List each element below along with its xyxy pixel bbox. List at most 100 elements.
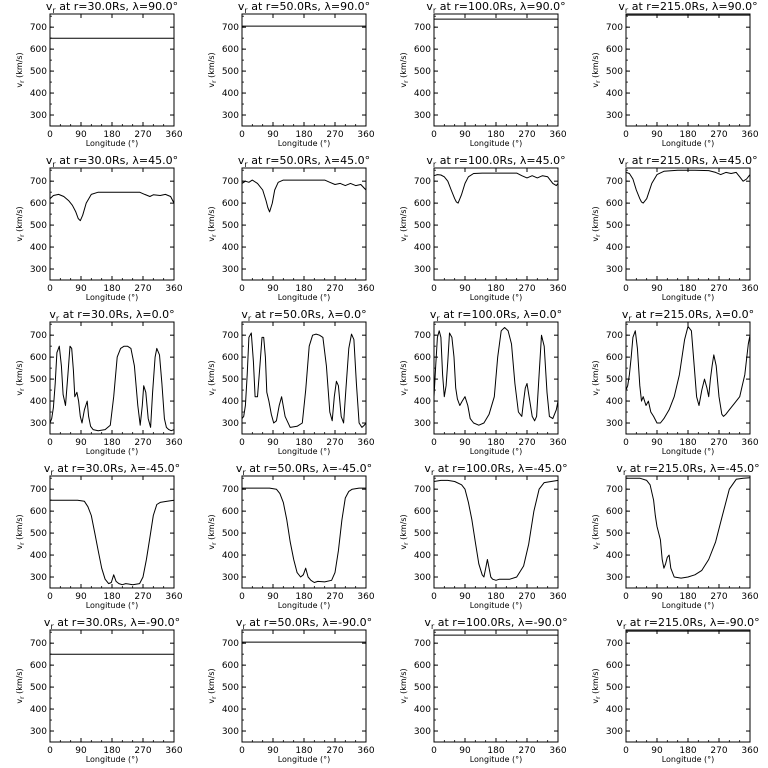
y-tick-label: 700	[414, 177, 431, 187]
x-tick-label: 360	[357, 746, 374, 756]
x-tick-label: 90	[267, 130, 279, 140]
y-tick-label: 600	[414, 45, 431, 55]
panel-r3-c3: vr at r=215.0Rs, λ=-45.0° 0 90 180 270 360 300…	[591, 462, 760, 610]
x-tick-label: 0	[47, 130, 53, 140]
x-tick-label: 90	[459, 746, 471, 756]
panel-r3-c0: vr at r=30.0Rs, λ=-45.0° 0 90 180 270 360 300 4…	[15, 462, 183, 610]
y-tick-label: 500	[414, 221, 431, 231]
x-tick-label: 180	[295, 592, 312, 602]
y-tick-label: 400	[606, 551, 623, 561]
plot-frame	[625, 321, 751, 435]
panel-r4-c3: vr at r=215.0Rs, λ=-90.0° 0 90 180 270 360 300…	[591, 616, 760, 764]
x-tick-label: 0	[623, 438, 629, 448]
x-tick-label: 270	[518, 746, 535, 756]
y-tick-label: 300	[414, 419, 431, 429]
y-axis-label: vr (km/s)	[399, 668, 410, 703]
y-tick-label: 300	[30, 265, 47, 275]
y-tick-label: 300	[414, 573, 431, 583]
y-tick-label: 600	[30, 507, 47, 517]
y-tick-label: 600	[606, 45, 623, 55]
panel-title: vr at r=215.0Rs, λ=-90.0°	[616, 616, 759, 631]
x-tick-label: 0	[623, 746, 629, 756]
y-tick-label: 700	[606, 331, 623, 341]
y-tick-label: 600	[606, 507, 623, 517]
plot-frame	[625, 629, 751, 743]
y-tick-label: 500	[222, 529, 239, 539]
panel-title: vr at r=50.0Rs, λ=0.0°	[241, 308, 366, 323]
x-axis-label: Longitude (°)	[278, 139, 331, 148]
plot-frame	[433, 167, 559, 281]
y-tick-label: 600	[30, 353, 47, 363]
panel-title: vr at r=50.0Rs, λ=-45.0°	[236, 462, 372, 477]
panel-r1-c3: vr at r=215.0Rs, λ=45.0° 0 90 180 270 360 300 4…	[591, 154, 759, 302]
x-axis-label: Longitude (°)	[86, 755, 139, 764]
y-tick-label: 300	[222, 111, 239, 121]
x-tick-label: 360	[741, 130, 758, 140]
x-tick-label: 90	[459, 592, 471, 602]
x-tick-label: 270	[326, 438, 343, 448]
x-axis-label: Longitude (°)	[86, 447, 139, 456]
panel-title: vr at r=215.0Rs, λ=45.0°	[618, 154, 757, 169]
panel-r2-c3: vr at r=215.0Rs, λ=0.0° 0 90 180 270 360 300 40…	[591, 308, 759, 456]
series-line	[433, 172, 559, 204]
y-tick-label: 700	[30, 639, 47, 649]
y-tick-label: 500	[30, 221, 47, 231]
panel-r1-c1: vr at r=50.0Rs, λ=45.0° 0 90 180 270 360 300 40…	[207, 154, 375, 302]
panel-title: vr at r=100.0Rs, λ=-45.0°	[424, 462, 567, 477]
y-axis-label: vr (km/s)	[591, 668, 602, 703]
y-axis-label: vr (km/s)	[591, 514, 602, 549]
x-axis-label: Longitude (°)	[470, 139, 523, 148]
x-tick-label: 90	[75, 438, 87, 448]
x-tick-label: 180	[295, 284, 312, 294]
y-tick-label: 400	[606, 243, 623, 253]
y-tick-label: 600	[30, 45, 47, 55]
y-tick-label: 300	[30, 727, 47, 737]
plot-frame	[49, 475, 175, 589]
series-line	[50, 499, 175, 586]
panel-title: vr at r=215.0Rs, λ=90.0°	[618, 0, 757, 15]
series-line	[625, 169, 751, 204]
x-tick-label: 270	[134, 284, 151, 294]
panel-title: vr at r=30.0Rs, λ=0.0°	[49, 308, 174, 323]
y-tick-label: 700	[222, 639, 239, 649]
y-tick-label: 500	[414, 529, 431, 539]
y-axis-label: vr (km/s)	[15, 52, 26, 87]
y-tick-label: 300	[414, 727, 431, 737]
panel-r2-c0: vr at r=30.0Rs, λ=0.0° 0 90 180 270 360 300 400…	[15, 308, 183, 456]
y-tick-label: 600	[606, 353, 623, 363]
plot-frame	[49, 629, 175, 743]
x-tick-label: 180	[103, 130, 120, 140]
x-tick-label: 270	[134, 130, 151, 140]
x-tick-label: 0	[47, 438, 53, 448]
x-tick-label: 0	[623, 130, 629, 140]
x-tick-label: 360	[549, 130, 566, 140]
y-tick-label: 400	[606, 705, 623, 715]
x-tick-label: 90	[651, 592, 663, 602]
x-tick-label: 90	[75, 130, 87, 140]
x-tick-label: 360	[165, 130, 182, 140]
x-axis-label: Longitude (°)	[662, 447, 715, 456]
x-tick-label: 0	[431, 130, 437, 140]
plot-frame	[433, 13, 559, 127]
y-axis-label: vr (km/s)	[399, 360, 410, 395]
y-tick-label: 700	[606, 485, 623, 495]
panel-title: vr at r=215.0Rs, λ=-45.0°	[616, 462, 759, 477]
x-tick-label: 180	[103, 746, 120, 756]
y-axis-label: vr (km/s)	[399, 206, 410, 241]
x-axis-label: Longitude (°)	[470, 293, 523, 302]
x-tick-label: 0	[47, 284, 53, 294]
panel-r2-c2: vr at r=100.0Rs, λ=0.0° 0 90 180 270 360 300 40…	[399, 308, 567, 456]
x-tick-label: 180	[103, 438, 120, 448]
x-tick-label: 90	[267, 592, 279, 602]
x-tick-label: 180	[103, 592, 120, 602]
panel-r0-c0: vr at r=30.0Rs, λ=90.0° 0 90 180 270 360 300 40…	[15, 0, 183, 148]
x-tick-label: 90	[651, 438, 663, 448]
series-line	[241, 179, 367, 213]
x-tick-label: 270	[518, 592, 535, 602]
y-axis-label: vr (km/s)	[15, 360, 26, 395]
y-tick-label: 500	[606, 375, 623, 385]
x-tick-label: 270	[134, 438, 151, 448]
series-line	[49, 345, 175, 432]
x-tick-label: 90	[459, 438, 471, 448]
x-tick-label: 360	[165, 592, 182, 602]
